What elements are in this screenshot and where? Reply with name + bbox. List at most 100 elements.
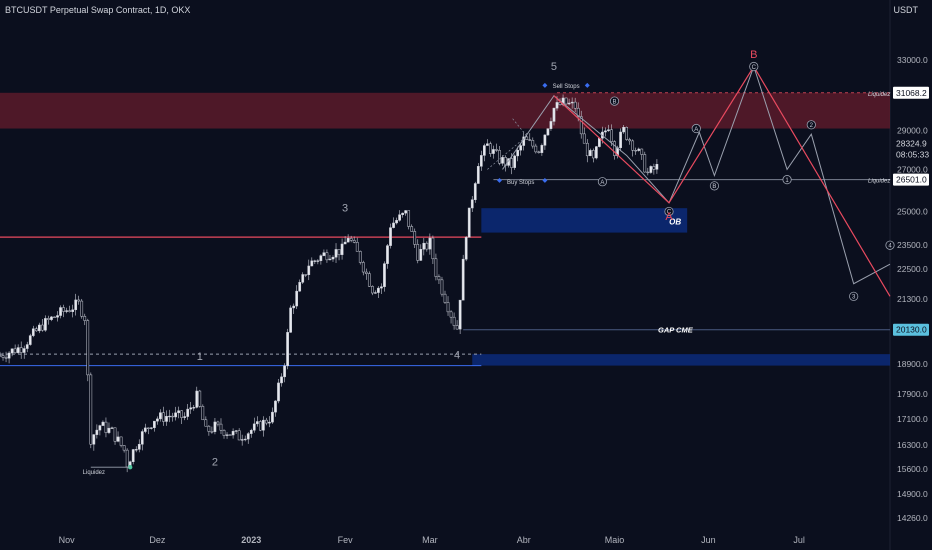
candle-body <box>289 307 292 333</box>
candle-body <box>183 416 187 418</box>
price-tag-bg-0 <box>893 86 929 99</box>
level-label-3: Liquidez <box>868 179 890 185</box>
candle-body <box>62 307 65 312</box>
candle-body <box>473 183 477 200</box>
candle-body <box>513 155 516 168</box>
currency-label: USDT <box>893 5 919 15</box>
candle-body <box>355 242 359 252</box>
candle-body <box>249 429 253 434</box>
candle-body <box>301 274 305 283</box>
candle-body <box>10 348 14 354</box>
circle-label-9 <box>885 240 895 250</box>
candle-body <box>467 207 471 238</box>
candle-body <box>1 355 5 358</box>
candle-body <box>295 290 299 307</box>
circle-label-8 <box>849 291 859 301</box>
y-tick-14: 14260.0 <box>897 513 928 523</box>
candle-body <box>498 150 501 164</box>
candle-body <box>189 407 193 410</box>
circle-label-text-5: C <box>752 65 757 71</box>
candle-body <box>398 214 401 221</box>
candle-body <box>470 199 474 209</box>
candle-body <box>343 241 347 245</box>
circle-label-7 <box>806 120 816 130</box>
candle-body <box>610 129 613 142</box>
candle-body <box>207 425 211 432</box>
candle-body <box>425 242 429 250</box>
candle-body <box>604 130 607 133</box>
annotation-2: Liquidez <box>83 470 105 476</box>
candle-body <box>41 324 44 331</box>
candle-body <box>268 421 271 424</box>
candle-body <box>537 151 541 153</box>
candle-body <box>298 282 302 292</box>
candle-body <box>582 133 586 144</box>
candle-body <box>631 140 635 151</box>
candle-body <box>56 315 59 318</box>
candle-body <box>19 347 23 353</box>
price-tag-bg-4 <box>893 323 929 336</box>
candle-body <box>307 265 311 275</box>
candle-body <box>558 102 562 105</box>
candle-body <box>364 271 368 274</box>
candle-body <box>25 344 29 349</box>
candle-body <box>619 131 622 149</box>
candle-body <box>434 258 438 277</box>
x-tick-7: Jun <box>701 535 716 545</box>
circle-label-text-1: A <box>600 180 604 186</box>
wave-label-B: B <box>750 49 757 61</box>
candle-body <box>286 332 289 367</box>
price-tag-3: 26501.0 <box>896 175 927 185</box>
candle-body <box>89 374 93 445</box>
candle-body <box>413 231 417 245</box>
candle-body <box>443 293 447 303</box>
candle-body <box>228 434 232 436</box>
candle-body <box>367 273 371 287</box>
candle-body <box>519 145 523 151</box>
candle-body <box>22 348 26 353</box>
candle-body <box>564 97 568 105</box>
candle-body <box>255 421 259 425</box>
candle-body <box>74 299 78 311</box>
candle-body <box>146 427 150 429</box>
y-tick-8: 18900.0 <box>897 359 928 369</box>
candle-body <box>607 129 610 132</box>
candle-body <box>125 449 129 468</box>
candle-body <box>567 102 571 105</box>
stop-marker-2 <box>542 82 548 88</box>
candle-body <box>331 256 335 260</box>
zone-1 <box>481 208 688 233</box>
x-tick-1: Dez <box>149 535 166 545</box>
candle-body <box>643 154 647 173</box>
candle-body <box>192 407 196 409</box>
candle-body <box>162 412 165 422</box>
candle-body <box>222 430 226 436</box>
candle-body <box>280 376 283 384</box>
candle-body <box>131 449 135 462</box>
candle-body <box>546 128 550 136</box>
candle-body <box>573 101 577 109</box>
candle-body <box>107 427 111 433</box>
candle-body <box>319 255 323 261</box>
candle-body <box>98 425 102 431</box>
candle-body <box>461 258 465 301</box>
candle-body <box>489 143 492 154</box>
candle-body <box>177 410 180 414</box>
candle-body <box>540 145 544 153</box>
candle-body <box>495 149 498 151</box>
circle-label-text-9: 4 <box>888 244 892 250</box>
y-tick-11: 16300.0 <box>897 440 928 450</box>
candle-body <box>50 316 53 320</box>
candle-body <box>68 310 71 312</box>
candle-body <box>119 436 123 446</box>
candle-body <box>389 227 392 246</box>
circle-label-text-2: C <box>667 210 672 216</box>
candle-body <box>140 431 144 445</box>
y-tick-1: 29000.0 <box>897 125 928 135</box>
candle-body <box>449 311 453 318</box>
candle-body <box>404 210 407 214</box>
candle-body <box>243 438 247 441</box>
candle-body <box>213 421 217 432</box>
candle-body <box>31 328 35 336</box>
